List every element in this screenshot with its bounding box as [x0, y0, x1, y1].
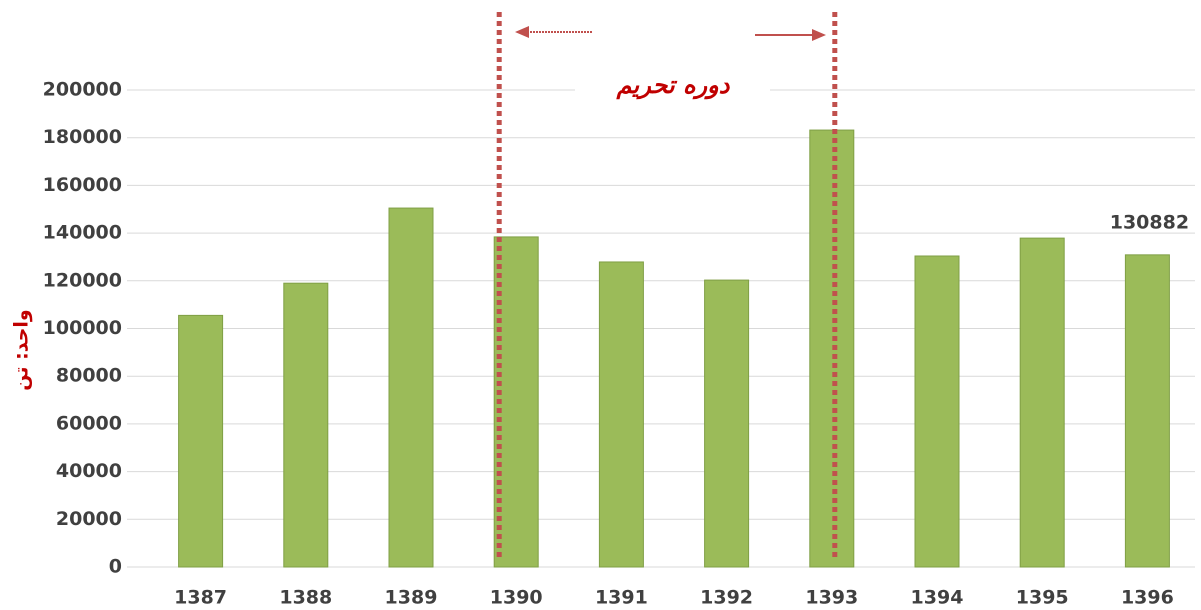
bar: [1019, 237, 1065, 568]
y-tick-label: 200000: [43, 79, 122, 101]
bar: [283, 282, 329, 568]
bar: [809, 129, 855, 568]
bar: [598, 261, 644, 568]
sanction-annotation: دوره تحریم: [496, 12, 838, 557]
x-tick-label: 1389: [385, 587, 438, 609]
bar: [914, 255, 960, 568]
y-tick-label: 140000: [43, 222, 122, 244]
y-axis-title: واحد: تن: [11, 309, 33, 390]
x-tick-label: 1392: [700, 587, 753, 609]
x-tick-label: 1395: [1016, 587, 1069, 609]
x-tick-label: 1396: [1121, 587, 1174, 609]
y-tick-label: 60000: [56, 412, 122, 434]
x-tick-label: 1394: [911, 587, 964, 609]
y-tick-label: 40000: [56, 460, 122, 482]
y-tick-label: 160000: [43, 174, 122, 196]
x-tick-label: 1390: [490, 587, 543, 609]
data-label: 130882: [1110, 211, 1189, 233]
y-tick-label: 0: [109, 556, 122, 578]
bar: [1124, 254, 1170, 568]
annotation-bg: [575, 70, 770, 106]
x-tick-label: 1391: [595, 587, 648, 609]
x-tick-label: 1388: [279, 587, 332, 609]
bar: [704, 279, 750, 568]
y-tick-label: 100000: [43, 317, 122, 339]
arrow-head: [812, 29, 826, 41]
x-tick-label: 1393: [805, 587, 858, 609]
arrow-head: [515, 26, 529, 38]
x-tick-label: 1387: [174, 587, 227, 609]
bar: [178, 314, 224, 568]
y-tick-label: 20000: [56, 508, 122, 530]
y-tick-label: 180000: [43, 126, 122, 148]
y-tick-label: 120000: [43, 269, 122, 291]
y-tick-label: 80000: [56, 365, 122, 387]
bar: [388, 207, 434, 568]
annotation-text: دوره تحریم: [616, 71, 731, 100]
